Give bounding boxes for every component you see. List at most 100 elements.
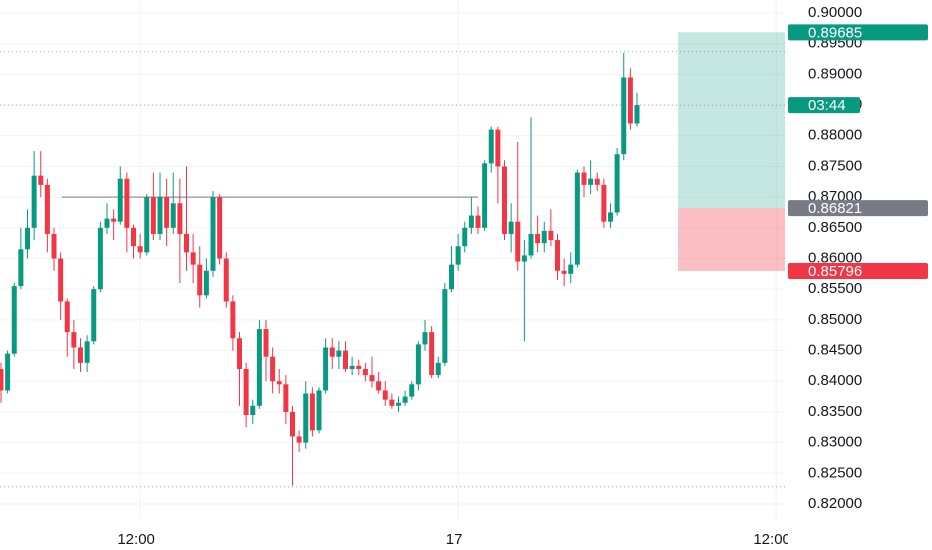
candle-body bbox=[104, 218, 110, 228]
candle-body bbox=[535, 233, 541, 244]
target-zone bbox=[678, 32, 785, 209]
y-tick-label: 0.88000 bbox=[808, 127, 862, 144]
candle-body bbox=[468, 215, 474, 228]
candle-body bbox=[203, 270, 209, 296]
candle-body bbox=[11, 286, 17, 354]
entry-badge-bg bbox=[788, 200, 928, 217]
candle-body bbox=[164, 197, 170, 228]
candle-body bbox=[515, 221, 521, 262]
candle-body bbox=[51, 233, 57, 259]
candle-body bbox=[402, 396, 408, 403]
candle-body bbox=[157, 197, 163, 234]
candle-body bbox=[495, 129, 501, 167]
candle-body bbox=[627, 77, 633, 124]
y-tick-label: 0.82500 bbox=[808, 464, 862, 481]
candle-body bbox=[289, 411, 295, 437]
candle-body bbox=[548, 230, 554, 241]
y-tick-label: 0.86000 bbox=[808, 249, 862, 266]
candle-body bbox=[561, 270, 567, 274]
candle-body bbox=[97, 227, 103, 290]
candle-body bbox=[223, 258, 229, 302]
candle-body bbox=[5, 353, 11, 391]
candle-body bbox=[111, 218, 117, 222]
y-tick-label: 0.85000 bbox=[808, 311, 862, 328]
candle-body bbox=[210, 197, 216, 271]
candle-body bbox=[236, 338, 242, 369]
candle-body bbox=[137, 246, 143, 253]
candle-body bbox=[568, 264, 574, 274]
x-tick-label: 12:00 bbox=[753, 531, 791, 548]
candle-body bbox=[44, 184, 50, 234]
candle-body bbox=[144, 197, 150, 253]
candle-body bbox=[197, 264, 203, 296]
candle-body bbox=[607, 212, 613, 222]
entry-badge: 0.86821 bbox=[808, 200, 862, 217]
candle-body bbox=[25, 227, 31, 250]
candle-body bbox=[382, 390, 388, 400]
y-tick-label: 0.90000 bbox=[808, 4, 862, 21]
y-tick-label: 0.89000 bbox=[808, 65, 862, 82]
candle-body bbox=[38, 175, 44, 185]
candle-body bbox=[150, 197, 156, 234]
candle-body bbox=[130, 227, 136, 247]
candle-body bbox=[395, 402, 401, 406]
candle-body bbox=[435, 362, 441, 376]
stop-badge-bg bbox=[788, 263, 928, 280]
candle-body bbox=[309, 393, 315, 431]
candle-body bbox=[31, 175, 37, 228]
candle-body bbox=[482, 163, 488, 228]
candle-body bbox=[177, 203, 183, 234]
candle-body bbox=[316, 390, 322, 431]
candle-body bbox=[521, 255, 527, 262]
candle-body bbox=[91, 289, 97, 342]
y-tick-label: 0.86500 bbox=[808, 219, 862, 236]
candle-body bbox=[442, 289, 448, 363]
candle-body bbox=[594, 178, 600, 185]
candle-body bbox=[475, 215, 481, 228]
y-tick-label: 0.83500 bbox=[808, 403, 862, 420]
y-tick-label: 0.82000 bbox=[808, 495, 862, 512]
target-badge: 0.89685 bbox=[808, 24, 862, 41]
candle-body bbox=[488, 129, 494, 164]
candle-body bbox=[389, 399, 395, 406]
candle-body bbox=[369, 375, 375, 382]
candle-body bbox=[429, 332, 435, 376]
candle-body bbox=[362, 368, 368, 376]
candle-body bbox=[230, 301, 236, 339]
target-badge-bg bbox=[788, 24, 928, 41]
candle-body bbox=[634, 105, 640, 124]
y-tick-label: 0.84000 bbox=[808, 372, 862, 389]
y-tick-label: 0.87500 bbox=[808, 157, 862, 174]
candle-body bbox=[455, 246, 461, 265]
y-tick-label: 0.83000 bbox=[808, 434, 862, 451]
candle-body bbox=[588, 178, 594, 185]
candle-body bbox=[528, 233, 534, 256]
y-tick-label: 0.84500 bbox=[808, 342, 862, 359]
candle-body bbox=[183, 233, 189, 253]
candle-body bbox=[376, 381, 382, 391]
candle-body bbox=[336, 350, 342, 357]
candle-body bbox=[283, 384, 289, 412]
candle-body bbox=[170, 203, 176, 228]
candle-body bbox=[303, 393, 309, 443]
candle-body bbox=[554, 240, 560, 271]
candle-body bbox=[217, 197, 223, 259]
candle-body bbox=[263, 329, 269, 357]
stop-zone bbox=[678, 208, 785, 272]
candle-body bbox=[448, 264, 454, 290]
x-tick-label: 12:00 bbox=[117, 531, 155, 548]
candle-body bbox=[58, 258, 64, 302]
candle-body bbox=[329, 347, 335, 357]
candle-body bbox=[256, 329, 262, 406]
candle-body bbox=[422, 332, 428, 345]
x-tick-label: 17 bbox=[446, 531, 463, 548]
plot-area: 12:00 17 12:00 bbox=[117, 0, 791, 548]
candle-body bbox=[0, 368, 4, 391]
candle-body bbox=[71, 332, 77, 348]
candle-body bbox=[356, 365, 362, 369]
candle-body bbox=[501, 166, 507, 234]
candle-body bbox=[349, 365, 355, 369]
candle-body bbox=[250, 405, 256, 415]
candle-body bbox=[601, 184, 607, 222]
